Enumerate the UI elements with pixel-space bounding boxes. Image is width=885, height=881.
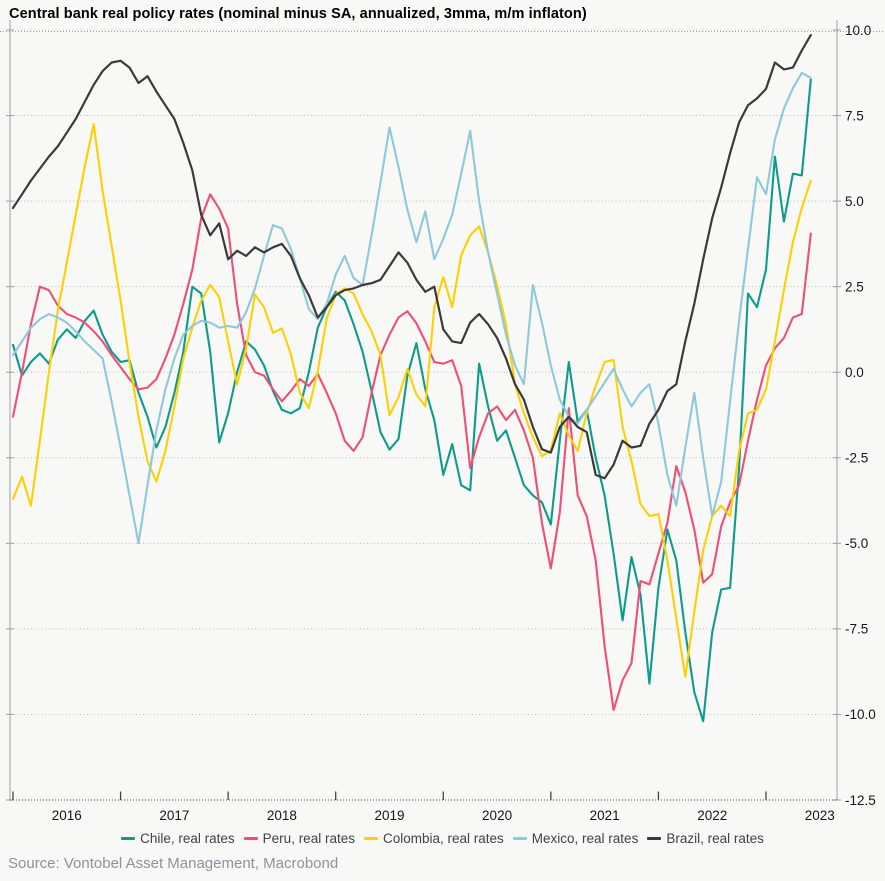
source-text: Source: Vontobel Asset Management, Macro…	[8, 855, 339, 872]
legend-swatch-colombia	[363, 837, 378, 840]
legend-label-brazil: Brazil, real rates	[666, 831, 764, 846]
series-line-peru	[11, 193, 812, 712]
legend: Chile, real rates Peru, real rates Colombi…	[0, 831, 885, 846]
legend-item-brazil: Brazil, real rates	[647, 831, 764, 846]
legend-swatch-mexico	[512, 837, 527, 840]
svg-text:-7.5: -7.5	[845, 622, 868, 637]
svg-text:2021: 2021	[590, 808, 620, 823]
x-axis-labels: 2016 2017 2018 2019 2020 2021 2022 2023	[52, 808, 835, 823]
plot-area: 10.0 7.5 5.0 2.5 0.0 -2.5 -5.0 -7.5 -10.0 -12.5 20…	[0, 20, 885, 823]
series-line-colombia	[11, 123, 812, 678]
svg-text:2022: 2022	[697, 808, 727, 823]
svg-text:-10.0: -10.0	[845, 707, 876, 722]
legend-swatch-peru	[243, 837, 258, 840]
y-axis-labels: 10.0 7.5 5.0 2.5 0.0 -2.5 -5.0 -7.5 -10.0 -12.5	[845, 23, 876, 808]
svg-text:2016: 2016	[52, 808, 82, 823]
svg-text:7.5: 7.5	[845, 108, 864, 123]
gridlines	[6, 29, 841, 801]
svg-text:2023: 2023	[805, 808, 835, 823]
svg-text:2017: 2017	[159, 808, 189, 823]
legend-item-mexico: Mexico, real rates	[512, 831, 639, 846]
legend-label-mexico: Mexico, real rates	[531, 831, 639, 846]
series-line-brazil	[11, 34, 812, 480]
legend-item-peru: Peru, real rates	[243, 831, 355, 846]
series-line-chile	[11, 78, 812, 723]
svg-text:2.5: 2.5	[845, 279, 864, 294]
legend-item-chile: Chile, real rates	[121, 831, 235, 846]
svg-text:2020: 2020	[482, 808, 512, 823]
svg-text:2019: 2019	[374, 808, 404, 823]
chart-title: Central bank real policy rates (nominal …	[9, 6, 587, 22]
x-axis-ticks	[12, 791, 767, 800]
svg-text:0.0: 0.0	[845, 365, 864, 380]
svg-text:-12.5: -12.5	[845, 793, 876, 808]
legend-swatch-brazil	[647, 837, 662, 840]
legend-label-colombia: Colombia, real rates	[382, 831, 504, 846]
svg-text:-5.0: -5.0	[845, 536, 868, 551]
svg-text:-2.5: -2.5	[845, 451, 868, 466]
series-line-mexico	[11, 71, 812, 545]
legend-item-colombia: Colombia, real rates	[363, 831, 504, 846]
legend-label-chile: Chile, real rates	[140, 831, 235, 846]
svg-text:2018: 2018	[267, 808, 297, 823]
svg-text:10.0: 10.0	[845, 23, 871, 38]
legend-swatch-chile	[121, 837, 136, 840]
legend-label-peru: Peru, real rates	[262, 831, 355, 846]
svg-text:5.0: 5.0	[845, 194, 864, 209]
